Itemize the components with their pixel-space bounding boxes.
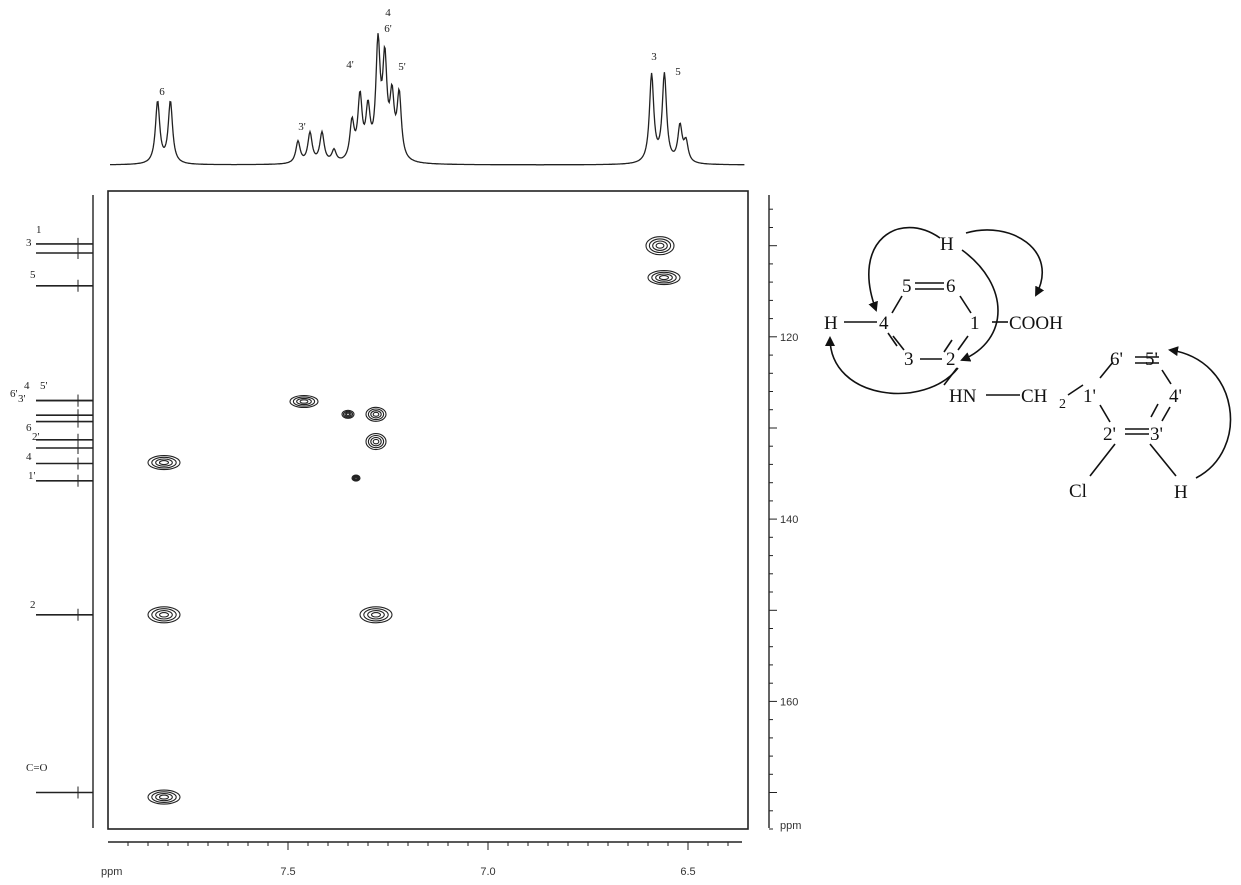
x-axis: 7.5 7.0 6.5 <box>127 842 729 878</box>
y-axis-label: ppm <box>780 820 801 832</box>
ring1-bonds <box>844 282 1084 396</box>
carbon-peak-label: 1' <box>28 470 36 482</box>
proton-peak-label: 5' <box>398 61 406 73</box>
proton-peak-label: 3 <box>651 51 657 63</box>
atom-5: 5 <box>902 276 912 297</box>
cross-peak <box>147 455 181 471</box>
ring2-bonds <box>1089 356 1177 477</box>
proton-peak-label: 4' <box>346 59 354 71</box>
cross-peak <box>147 789 181 805</box>
proton-spectrum <box>110 33 745 166</box>
h-top-label: H <box>940 234 954 255</box>
cl-label: Cl <box>1069 481 1087 502</box>
arrow-h6-to-c2 <box>960 249 999 362</box>
x-tick-label: 6.5 <box>680 866 695 878</box>
carbon-peak-label: 1 <box>36 224 42 236</box>
arrow-h6-to-cooh <box>965 229 1045 297</box>
h-left-label: H <box>824 313 838 334</box>
carbon-peak-label: C=O <box>26 762 48 774</box>
x-tick-label: 7.5 <box>280 866 295 878</box>
x-axis-label: ppm <box>101 866 122 878</box>
proton-peak-label: 5 <box>675 66 681 78</box>
carbon-peak-label: 5' <box>40 380 48 392</box>
carbon-peak-label: 5 <box>30 269 36 281</box>
atom-3p: 3' <box>1150 424 1163 445</box>
cross-peaks <box>147 236 681 805</box>
atom-3: 3 <box>904 349 914 370</box>
carbon-peak-label: 3 <box>26 237 32 249</box>
y-axis: 120 140 160 <box>769 208 798 830</box>
proton-peak-label: 3' <box>298 121 306 133</box>
proton-peak-label: 4 <box>385 7 391 19</box>
cross-peak <box>365 433 387 451</box>
proton-peak-labels: 6 3' 4' 4 6' 5' 3 5 <box>159 7 681 133</box>
cross-peak <box>647 270 681 286</box>
proton-peak-label: 6 <box>159 86 165 98</box>
carbon-peak-label: 3' <box>18 393 26 405</box>
atom-5p: 5' <box>1145 349 1158 370</box>
arrow-h6-to-c4 <box>868 226 941 312</box>
atom-4p: 4' <box>1169 386 1182 407</box>
arrow-h4-to-c2 <box>825 336 959 395</box>
proton-trace <box>110 33 745 166</box>
ch-label: CH <box>1021 386 1048 407</box>
h-bottom-label: H <box>1174 482 1188 503</box>
carbon-peak-label: 6' <box>10 388 18 400</box>
atom-6: 6 <box>946 276 956 297</box>
plot-frame <box>107 190 749 830</box>
carbon-peak-label: 4 <box>24 380 30 392</box>
atom-1: 1 <box>970 313 980 334</box>
cross-peak <box>359 606 393 624</box>
cross-peak <box>351 474 361 482</box>
arrow-h3p-to-c5p <box>1168 346 1232 479</box>
y-tick-label: 140 <box>780 514 798 526</box>
nh-label: HN <box>949 386 977 407</box>
cross-peak <box>147 606 181 624</box>
cooh-label: COOH <box>1009 313 1063 334</box>
atom-6p: 6' <box>1110 349 1123 370</box>
cross-peak <box>645 236 675 256</box>
cross-peak <box>365 406 387 422</box>
carbon-peak-label: 2 <box>30 599 36 611</box>
chemical-structure: 5 6 1 2 3 4 1' 2' 3' 4' 5' 6' COOH HN CH… <box>824 234 1188 503</box>
cross-peak <box>341 409 355 419</box>
ch-subscript: 2 <box>1059 397 1066 412</box>
proton-peak-label: 6' <box>384 23 392 35</box>
cross-peak <box>289 394 319 409</box>
atom-1p: 1' <box>1083 386 1096 407</box>
x-tick-label: 7.0 <box>480 866 495 878</box>
carbon-peak-label: 6 <box>26 422 32 434</box>
atom-2: 2 <box>946 349 956 370</box>
atom-2p: 2' <box>1103 424 1116 445</box>
y-tick-label: 160 <box>780 696 798 708</box>
y-tick-label: 120 <box>780 332 798 344</box>
carbon-peak-label: 2' <box>32 431 40 443</box>
carbon-peak-label: 4 <box>26 451 32 463</box>
hmbc-correlation-arrows <box>825 226 1232 479</box>
atom-4: 4 <box>879 313 889 334</box>
